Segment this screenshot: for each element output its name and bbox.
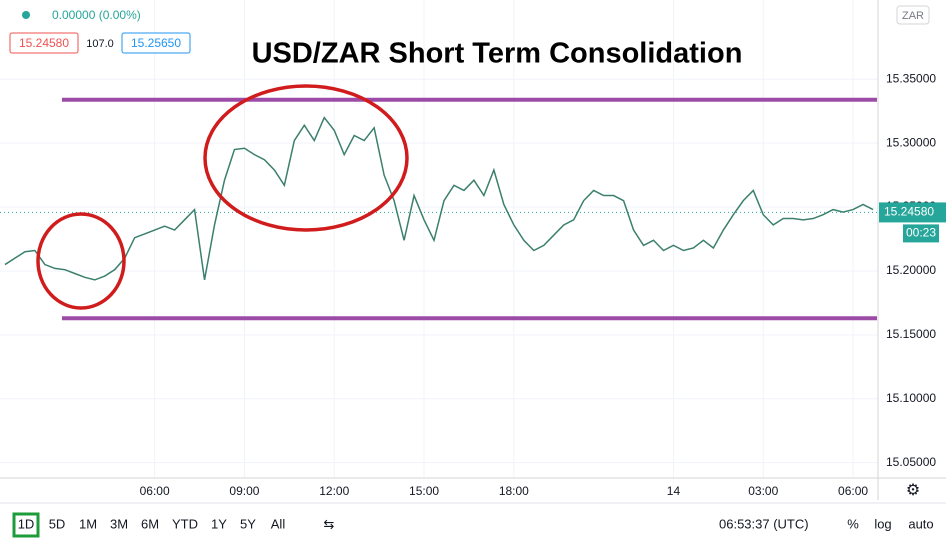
countdown: 00:23 [906,226,936,240]
x-tick-label: 14 [667,484,681,498]
y-tick-label: 15.35000 [886,71,936,85]
bid-box[interactable] [9,32,79,54]
range-button[interactable]: 1M [79,516,97,531]
x-tick-label: 12:00 [319,484,349,498]
currency: ZAR [902,10,924,22]
y-tick-label: 15.10000 [886,391,936,405]
ask[interactable]: 15.25650 [131,36,181,50]
last-price-badge [879,202,946,223]
x-tick-label: 03:00 [748,484,778,498]
countdown-badge [903,224,939,243]
percent-toggle[interactable]: % [847,516,859,531]
y-tick-label: 15.20000 [886,263,936,277]
log-toggle[interactable]: log [874,516,891,531]
x-tick-label: 06:00 [838,484,868,498]
range-button[interactable]: 6M [141,516,159,531]
clock: 06:53:37 (UTC) [719,516,809,531]
plot [0,97,878,321]
change: 0.00000 (0.00%) [52,8,141,22]
x-tick-label: 18:00 [499,484,529,498]
settings-icon[interactable]: ⚙ [906,482,920,499]
compare-icon[interactable]: ⇆ [324,516,335,531]
range-button[interactable]: 3M [110,516,128,531]
price-line [4,116,874,281]
ask-box[interactable] [121,32,191,54]
auto-toggle[interactable]: auto [908,516,933,531]
chart-title: USD/ZAR Short Term Consolidation [252,38,743,70]
y-tick-label: 15.30000 [886,135,936,149]
highlight-circle [36,212,126,310]
spread: 107.0 [86,38,114,50]
x-tick-label: 15:00 [409,484,439,498]
range-button[interactable]: 1D [18,516,35,531]
range-button[interactable]: 5Y [240,516,256,531]
last-price-label: 15.24580 [884,205,934,219]
range-selected [12,512,40,538]
status-dot [22,11,30,19]
toolbar: 1D 5D 1M 3M 6M YTD 1Y 5Y All ⇆ 06:53:37 (UTC)% log a… [12,512,934,538]
grid [0,0,878,478]
currency-box [896,5,930,25]
y-tick-label: 15.15000 [886,327,936,341]
range-button[interactable]: 5D [49,516,66,531]
x-tick-label: 06:00 [140,484,170,498]
range-button[interactable]: YTD [172,516,198,531]
y-tick-label: 15.05000 [886,455,936,469]
x-tick-label: 09:00 [229,484,259,498]
range-button[interactable]: All [271,516,286,531]
range-button[interactable]: 1Y [211,516,227,531]
highlight-circle [203,84,409,232]
bid[interactable]: 15.24580 [19,36,69,50]
